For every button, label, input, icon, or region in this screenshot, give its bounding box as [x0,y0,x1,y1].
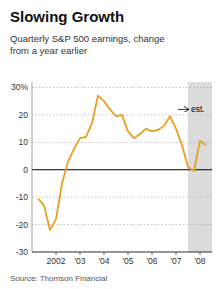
title: Slowing Growth [10,8,124,25]
y-axis-line [32,82,33,252]
x-tick [152,252,153,255]
annotation-text: est. [191,104,205,114]
x-tick-label: 2002 [47,256,66,266]
plot-area [32,82,212,252]
y-tick-label: 20 [19,110,29,120]
source: Source: Thomson Financial [10,274,107,283]
x-tick [56,252,57,255]
grid-line [32,224,212,225]
x-tick [128,252,129,255]
x-tick [80,252,81,255]
x-tick-label: '05 [122,256,133,266]
x-tick-label: '06 [146,256,157,266]
chart: Slowing Growth Quarterly S&P 500 earnings… [0,0,222,289]
estimate-band [188,82,212,252]
grid-line [32,142,212,143]
x-axis-line [32,252,212,253]
y-tick-label: 10 [19,137,29,147]
x-tick-label: '03 [74,256,85,266]
annotation-arrow [178,109,189,110]
chart-container: Slowing Growth Quarterly S&P 500 earnings… [0,0,222,289]
y-tick-label: -20 [16,220,29,230]
data-line [38,96,206,230]
y-tick-label: 30% [11,82,28,92]
y-tick-label: -30 [16,247,29,257]
grid-line [32,87,212,88]
x-tick [104,252,105,255]
x-tick [176,252,177,255]
subtitle: Quarterly S&P 500 earnings, changefrom a… [10,33,165,56]
x-tick-label: '08 [194,256,205,266]
subtitle-line: Quarterly S&P 500 earnings, change [10,33,165,44]
grid-line [32,252,212,253]
x-tick-label: '04 [98,256,109,266]
y-tick-label: 0 [23,165,28,175]
x-tick-label: '07 [170,256,181,266]
y-tick-label: -10 [16,192,29,202]
subtitle-line: from a year earlier [10,45,87,56]
zero-line [32,169,212,170]
x-tick [200,252,201,255]
